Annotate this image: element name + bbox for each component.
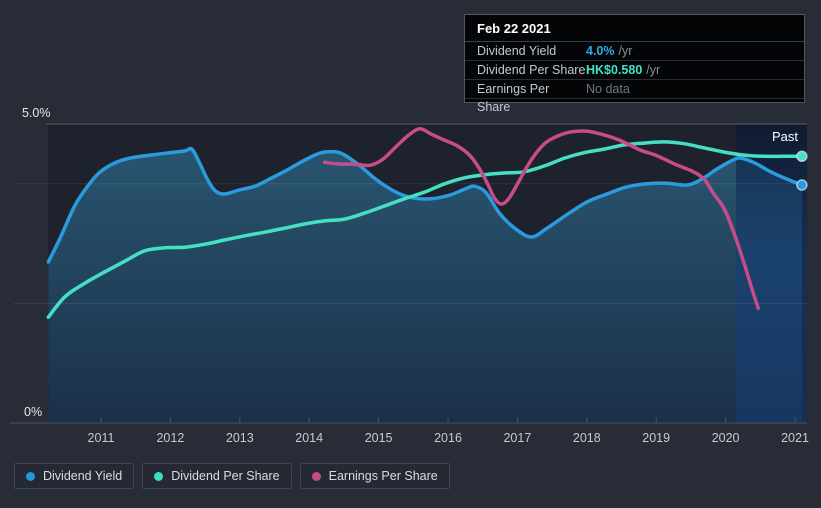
axis-tick-label: 2018 [573,431,601,445]
past-region-label: Past [771,129,798,144]
y-axis-label-bottom: 0% [24,405,42,419]
dividend-yield-line [46,146,804,264]
dividend-per-share-end-dot [796,150,808,163]
tooltip-value-2: No data [586,82,630,96]
legend-label: Dividend Per Share [171,469,280,483]
axis-tick-label: 2015 [365,431,393,445]
legend-item-dividend-per-share[interactable]: Dividend Per Share [142,463,292,489]
hover-tooltip: Feb 22 2021 Dividend Yield 4.0% /yr Divi… [464,14,805,114]
tooltip-row-earnings-per-share: Earnings Per Share No data [465,80,804,114]
axis-tick-label: 2016 [434,431,462,445]
axis-tick-label: 2014 [295,431,323,445]
tooltip-value-0: 4.0% [586,44,615,58]
legend-dot-2 [311,471,321,481]
legend-dot-0 [26,471,35,481]
tooltip-date: Feb 22 2021 [465,15,804,42]
axis-tick-label: 2017 [503,431,531,445]
axis-tick-label: 2011 [88,431,115,445]
tooltip-suffix: /yr [646,63,661,77]
legend-label: Earnings Per Share [328,469,438,483]
legend-dot-1 [154,471,164,481]
legend-label: Dividend Yield [43,469,123,483]
chart-canvas[interactable]: 2011 2012 2013 2014 2015 2016 2017 2018 2019 2020… [0,0,821,455]
tooltip-label: Dividend Yield [477,44,557,58]
axis-tick-label: 2013 [226,431,254,445]
chart-legend: Dividend Yield Dividend Per Share Earnin… [14,463,450,489]
axis-tick-label: 2021 [781,431,809,445]
axis-tick-label: 2012 [156,431,184,445]
tooltip-label: Dividend Per Share [477,63,586,77]
legend-item-dividend-yield[interactable]: Dividend Yield [14,463,135,489]
tooltip-row-dividend-yield: Dividend Yield 4.0% /yr [465,42,804,61]
tooltip-suffix: /yr [618,44,633,58]
dividend-yield-end-dot [796,179,808,191]
dividend-per-share-line [46,140,804,319]
dividend-yield-area [48,148,802,423]
tooltip-label: Earnings Per Share [477,82,550,114]
axis-tick-label: 2019 [642,431,670,445]
y-axis-label-top: 5.0% [22,106,51,120]
tooltip-row-dividend-per-share: Dividend Per Share HK$0.580 /yr [465,61,804,80]
legend-item-earnings-per-share[interactable]: Earnings Per Share [299,463,450,489]
tooltip-value-1: HK$0.580 [586,63,643,77]
earnings-per-share-line [322,127,760,310]
axis-tick-label: 2020 [712,431,740,445]
